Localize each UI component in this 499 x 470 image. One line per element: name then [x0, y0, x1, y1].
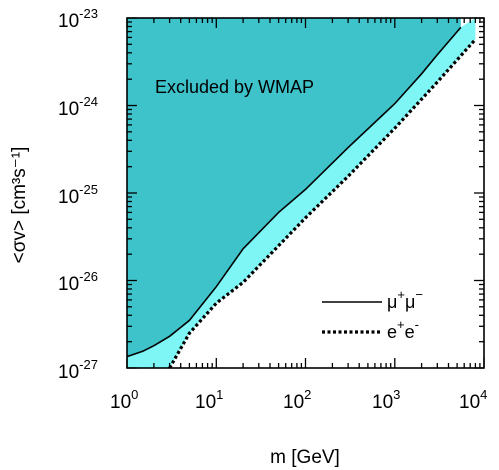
tick-marks — [126, 17, 485, 369]
x-tick-labels: 100 101 102 103 104 — [110, 387, 487, 413]
x-axis-title: m [GeV] — [270, 447, 340, 468]
x-tick-label: 101 — [195, 387, 223, 413]
x-tick-label: 100 — [110, 387, 138, 413]
x-tick-label: 103 — [372, 387, 400, 413]
y-tick-label: 10-25 — [58, 182, 98, 208]
y-tick-labels: 10-27 10-26 10-25 10-24 10-23 — [58, 6, 98, 383]
legend: μ+μ− e+e- — [322, 287, 423, 342]
plot-frame — [126, 17, 485, 369]
y-tick-label: 10-27 — [58, 357, 98, 383]
y-axis-title: <σv> [cm³s⁻¹] — [9, 147, 30, 264]
x-tick-label: 102 — [283, 387, 311, 413]
y-tick-label: 10-23 — [58, 6, 98, 32]
excluded-region-fill — [127, 18, 461, 357]
excluded-region-label: Excluded by WMAP — [155, 77, 314, 97]
series-line-mumu — [126, 26, 462, 358]
legend-label-ee: e+e- — [387, 317, 419, 342]
y-tick-label: 10-24 — [58, 94, 98, 120]
x-tick-label: 104 — [459, 387, 487, 413]
legend-label-mumu: μ+μ− — [387, 287, 423, 312]
ee-band-fill — [127, 18, 476, 368]
y-tick-label: 10-26 — [58, 269, 98, 295]
